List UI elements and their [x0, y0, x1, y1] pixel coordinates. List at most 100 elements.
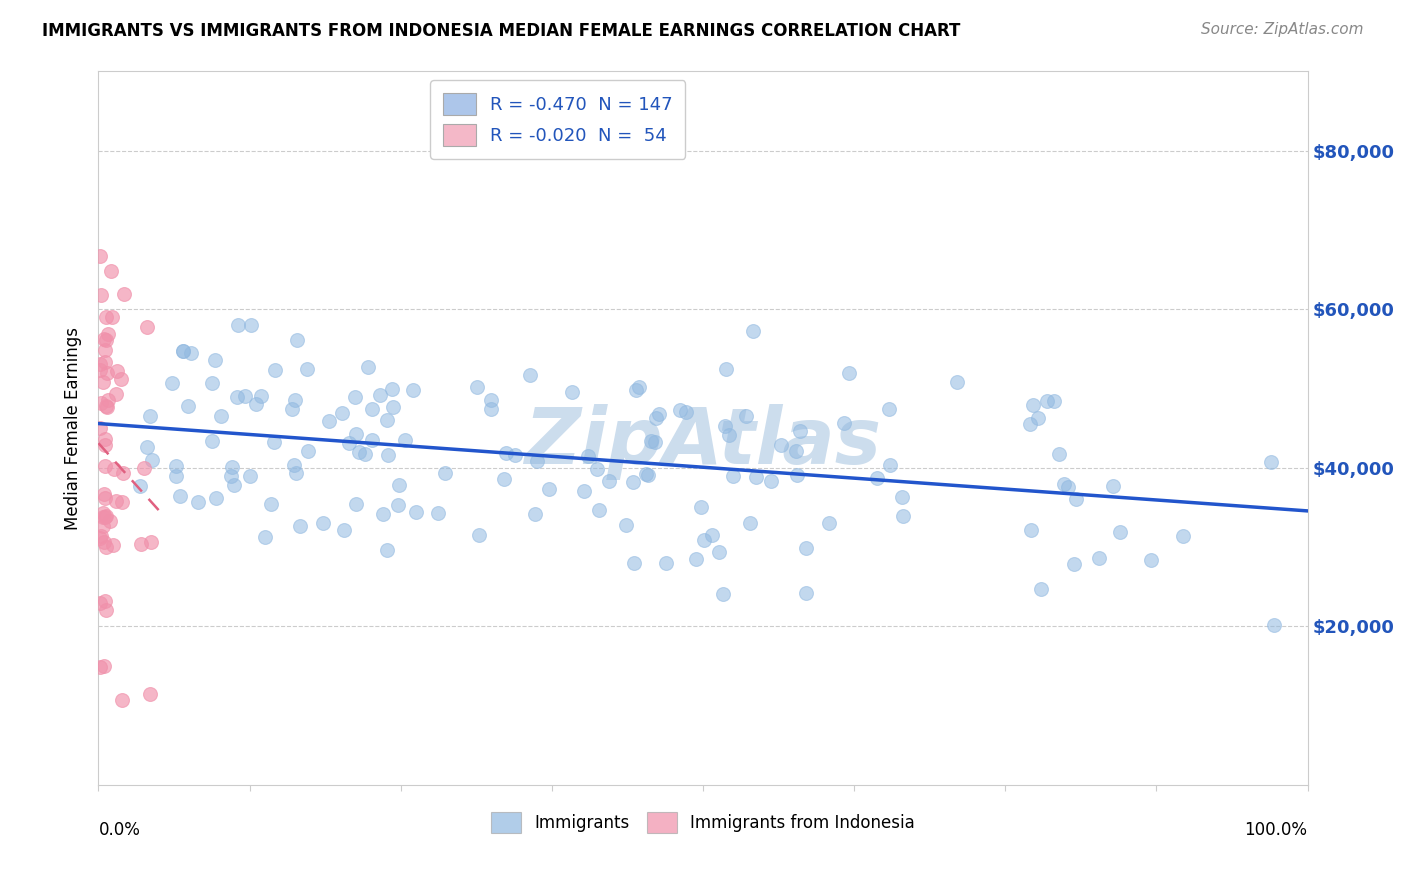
Point — [627, 380, 650, 394]
Point — [373, 507, 395, 521]
Point — [1031, 582, 1053, 596]
Point — [96, 508, 118, 523]
Point — [1026, 411, 1049, 425]
Point — [89, 363, 111, 377]
Point — [98, 514, 121, 528]
Point — [538, 483, 561, 497]
Point — [96, 400, 118, 414]
Point — [761, 474, 783, 488]
Point — [637, 467, 659, 482]
Point — [375, 543, 398, 558]
Point — [290, 519, 312, 533]
Point — [1171, 529, 1194, 543]
Point — [139, 687, 162, 701]
Point — [297, 444, 319, 458]
Point — [838, 367, 860, 381]
Point — [1019, 524, 1042, 538]
Point — [360, 402, 382, 417]
Point — [711, 587, 734, 601]
Point — [866, 471, 889, 485]
Point — [375, 413, 398, 427]
Point — [129, 537, 152, 551]
Point — [598, 474, 620, 488]
Point — [1057, 480, 1080, 494]
Point — [312, 516, 335, 531]
Point — [250, 389, 273, 403]
Point — [1035, 393, 1057, 408]
Point — [465, 379, 488, 393]
Point — [377, 448, 399, 462]
Point — [946, 375, 969, 389]
Point — [1064, 492, 1087, 507]
Point — [1019, 417, 1042, 431]
Point — [655, 557, 678, 571]
Point — [1022, 398, 1045, 412]
Point — [1263, 618, 1285, 632]
Point — [160, 376, 183, 391]
Point — [93, 593, 115, 607]
Point — [893, 508, 915, 523]
Point — [89, 420, 111, 434]
Point — [361, 433, 384, 447]
Point — [770, 438, 793, 452]
Point — [561, 385, 583, 400]
Point — [1063, 557, 1085, 571]
Point — [135, 319, 157, 334]
Point — [165, 468, 187, 483]
Point — [91, 509, 114, 524]
Point — [344, 497, 367, 511]
Point — [295, 361, 318, 376]
Point — [187, 495, 209, 509]
Point — [1109, 525, 1132, 540]
Point — [96, 399, 118, 413]
Point — [110, 371, 132, 385]
Point — [105, 494, 128, 508]
Point — [177, 399, 200, 413]
Point — [634, 467, 657, 481]
Point — [90, 396, 112, 410]
Point — [180, 345, 202, 359]
Point — [357, 360, 380, 375]
Point — [235, 389, 257, 403]
Point — [692, 533, 714, 547]
Point — [263, 434, 285, 449]
Point — [93, 659, 115, 673]
Point — [264, 363, 287, 377]
Point — [675, 404, 697, 418]
Point — [105, 386, 128, 401]
Point — [173, 344, 195, 359]
Point — [90, 288, 112, 302]
Point — [91, 519, 114, 533]
Point — [94, 432, 117, 446]
Point — [89, 248, 111, 262]
Point — [354, 447, 377, 461]
Point — [1140, 552, 1163, 566]
Point — [1047, 447, 1070, 461]
Point — [89, 358, 111, 372]
Point — [226, 390, 249, 404]
Point — [332, 523, 354, 537]
Point — [394, 434, 416, 448]
Point — [219, 469, 242, 483]
Point — [644, 435, 666, 450]
Point — [576, 449, 599, 463]
Point — [789, 424, 811, 438]
Point — [94, 355, 117, 369]
Point — [136, 440, 159, 454]
Point — [94, 491, 117, 505]
Text: 0.0%: 0.0% — [98, 821, 141, 838]
Point — [253, 530, 276, 544]
Point — [111, 467, 134, 481]
Point — [479, 393, 502, 408]
Point — [209, 409, 232, 423]
Point — [141, 534, 163, 549]
Point — [1053, 477, 1076, 491]
Point — [785, 444, 807, 458]
Point — [572, 483, 595, 498]
Point — [495, 446, 517, 460]
Point — [103, 462, 125, 476]
Point — [387, 498, 409, 512]
Point — [349, 444, 371, 458]
Point — [94, 603, 117, 617]
Point — [786, 468, 808, 483]
